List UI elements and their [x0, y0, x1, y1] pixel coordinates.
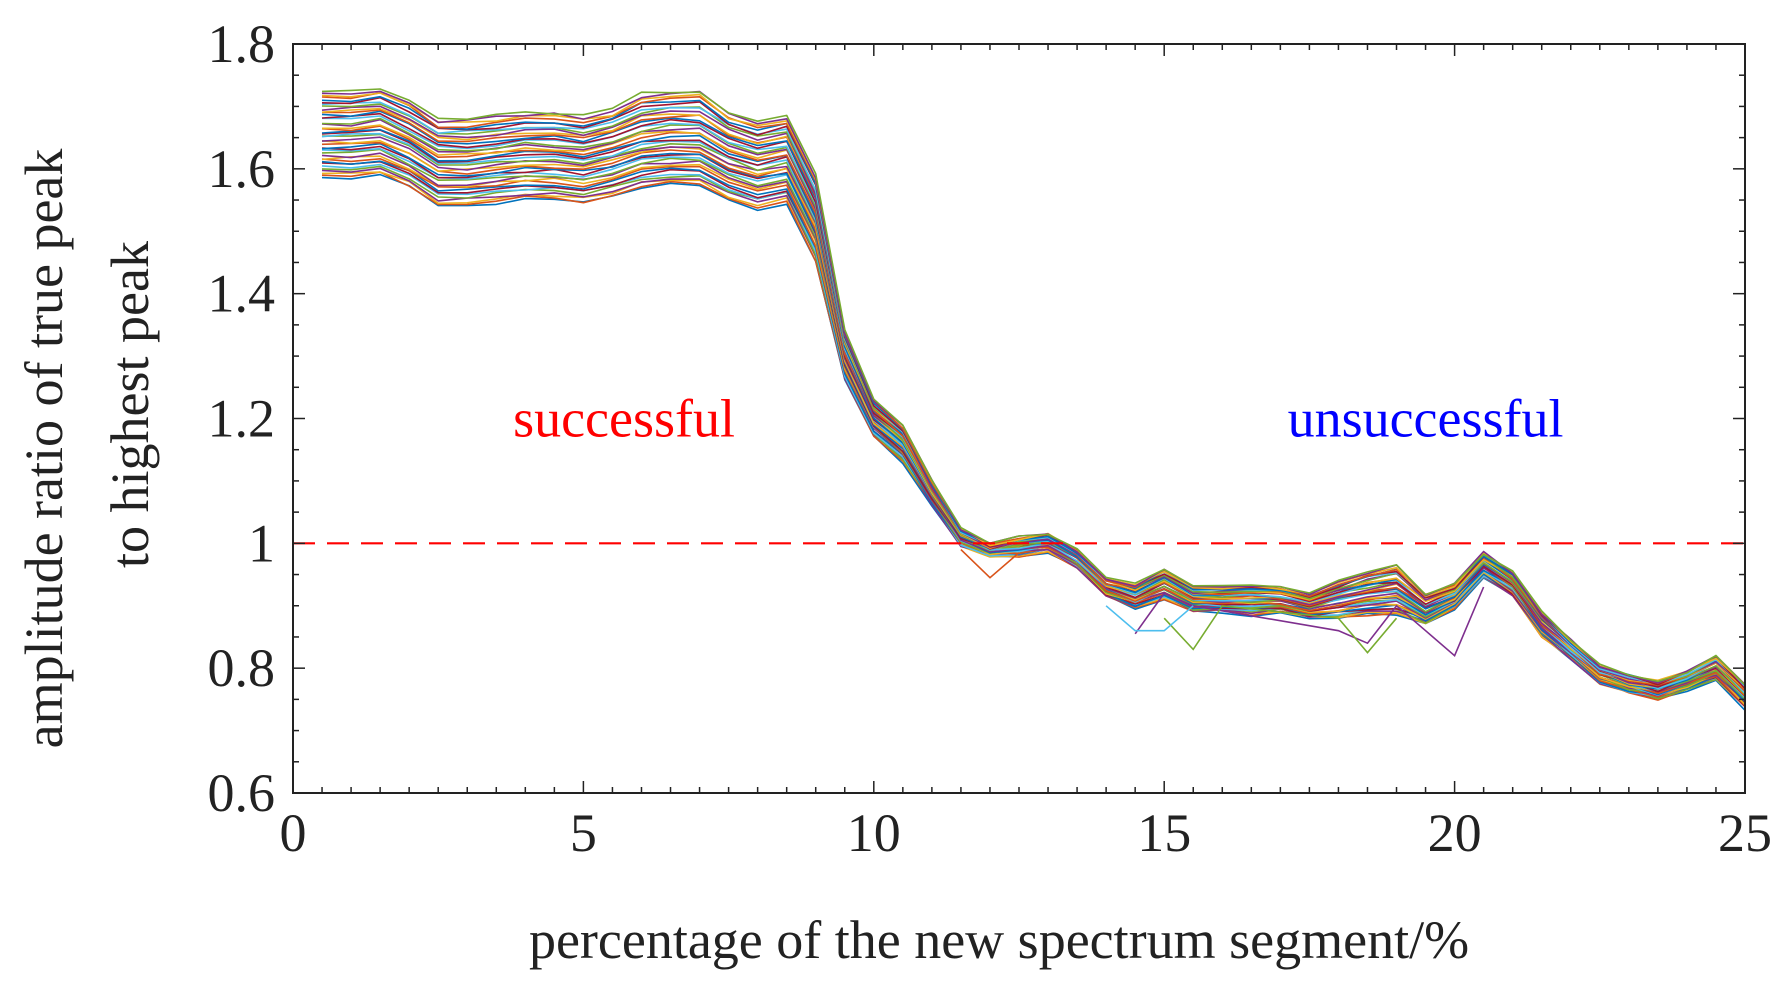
- series-layer: [321, 88, 1746, 711]
- annotation-successful: successful: [513, 389, 735, 449]
- x-tick-label: 10: [847, 803, 901, 863]
- series-line-40: [321, 88, 1746, 686]
- outlier-magenta-line: [1134, 586, 1485, 658]
- x-tick-label: 0: [280, 803, 307, 863]
- y-tick-label: 1: [248, 513, 275, 573]
- y-axis-title-line2: to highest peak: [100, 241, 160, 568]
- x-axis-title: percentage of the new spectrum segment/%: [529, 910, 1469, 970]
- annotation-unsuccessful: unsuccessful: [1288, 389, 1564, 449]
- series-line-36: [321, 95, 1746, 686]
- outlier-green-line: [1163, 604, 1398, 654]
- series-line-13: [321, 147, 1746, 701]
- y-tick-label: 1.8: [208, 14, 276, 74]
- y-tick-label: 1.2: [208, 389, 276, 449]
- x-tick-label: 15: [1137, 803, 1191, 863]
- y-tick-label: 0.6: [208, 763, 276, 823]
- outlier-cyan-line: [1105, 605, 1194, 632]
- outlier-red-line: [960, 549, 1020, 579]
- y-tick-label: 1.4: [208, 264, 276, 324]
- labels-layer: 0 5 10 15 20 25 0.6 0.8 1 1.2 1.4 1.6 1.8 percentage …: [14, 14, 1772, 970]
- y-tick-label: 1.6: [208, 139, 276, 199]
- x-tick-label: 25: [1718, 803, 1772, 863]
- x-tick-label: 20: [1428, 803, 1482, 863]
- series-line-26: [321, 117, 1746, 695]
- y-tick-label: 0.8: [208, 638, 276, 698]
- x-tick-label: 5: [570, 803, 597, 863]
- axes-layer: [292, 43, 1746, 794]
- y-axis-title-line1: amplitude ratio of true peak: [14, 149, 74, 749]
